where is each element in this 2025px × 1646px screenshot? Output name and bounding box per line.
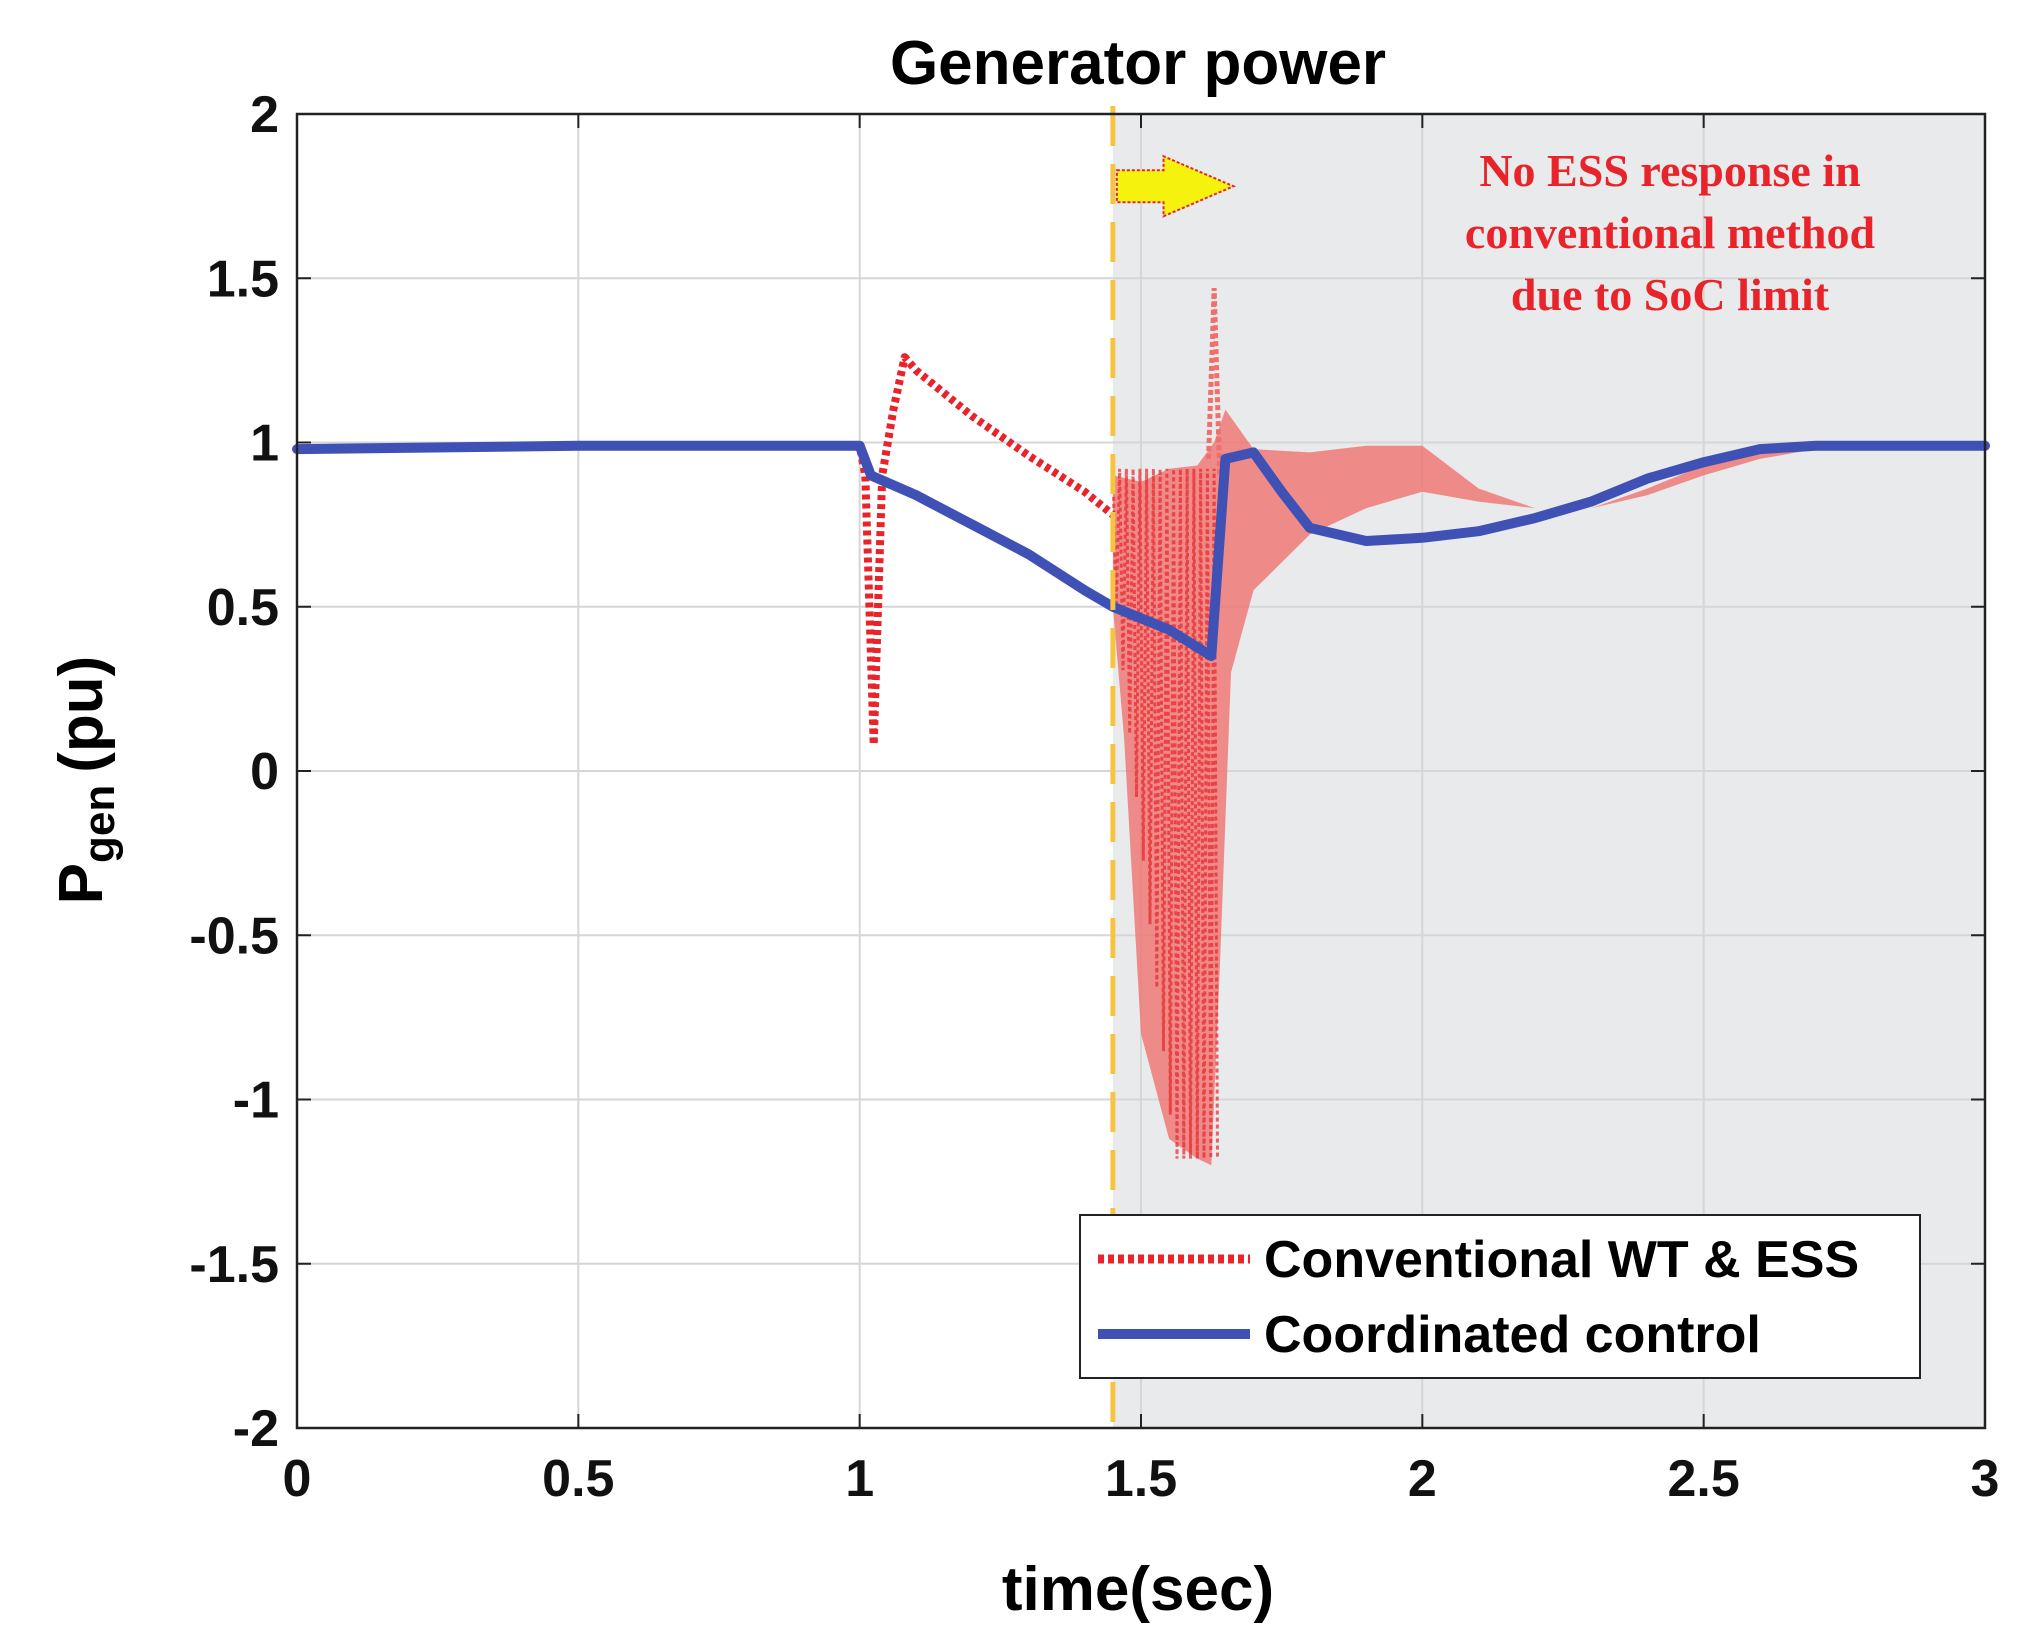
y-axis-label-main: P xyxy=(47,863,116,904)
x-tick-label: 2 xyxy=(1408,1450,1437,1508)
y-tick-label: 2 xyxy=(250,86,279,144)
right-arrow-icon xyxy=(1115,154,1237,218)
legend-box xyxy=(1079,1214,1921,1379)
y-axis-label-sub: gen xyxy=(75,785,124,863)
x-tick-label: 3 xyxy=(1971,1450,2000,1508)
y-tick-label: 1.5 xyxy=(207,250,279,308)
y-tick-label: 1 xyxy=(250,415,279,473)
x-tick-label: 0.5 xyxy=(542,1450,614,1508)
y-axis-label: Pgen (pu) xyxy=(47,656,124,905)
conventional-spike xyxy=(1206,288,1223,476)
coordinated-series-line xyxy=(292,440,1990,661)
annotation-line-2: conventional method xyxy=(1465,207,1876,258)
chart-title: Generator power xyxy=(890,29,1386,98)
axes-frame xyxy=(295,112,1987,1430)
x-tick-label: 2.5 xyxy=(1668,1450,1740,1508)
x-tick-label: 0 xyxy=(283,1450,312,1508)
y-tick-label: -1.5 xyxy=(189,1236,279,1294)
y-tick-label: 0 xyxy=(250,743,279,801)
conventional-oscillation-texture xyxy=(1111,468,1219,1159)
x-axis-label: time(sec) xyxy=(1002,1555,1274,1624)
y-tick-label: -0.5 xyxy=(189,907,279,965)
legend-label-conventional: Conventional WT & ESS xyxy=(1264,1231,1859,1289)
annotation-line-3: due to SoC limit xyxy=(1511,269,1830,320)
legend: Conventional WT & ESS Coordinated contro… xyxy=(1079,1214,1921,1379)
annotation-line-1: No ESS response in xyxy=(1479,145,1860,196)
y-tick-label: -1 xyxy=(233,1072,279,1130)
y-axis-label-unit: (pu) xyxy=(47,656,116,773)
plot-area: 0 0.5 1 1.5 2 2.5 3 2 1.5 1 0.5 0 -0.5 -1 -1.5 -2 xyxy=(189,86,1999,1508)
annotation: No ESS response in conventional method d… xyxy=(1465,145,1876,320)
x-tick-label: 1 xyxy=(845,1450,874,1508)
x-tick-label: 1.5 xyxy=(1105,1450,1177,1508)
y-tick-label: -2 xyxy=(233,1400,279,1458)
y-tick-label: 0.5 xyxy=(207,579,279,637)
legend-label-coordinated: Coordinated control xyxy=(1264,1306,1761,1364)
